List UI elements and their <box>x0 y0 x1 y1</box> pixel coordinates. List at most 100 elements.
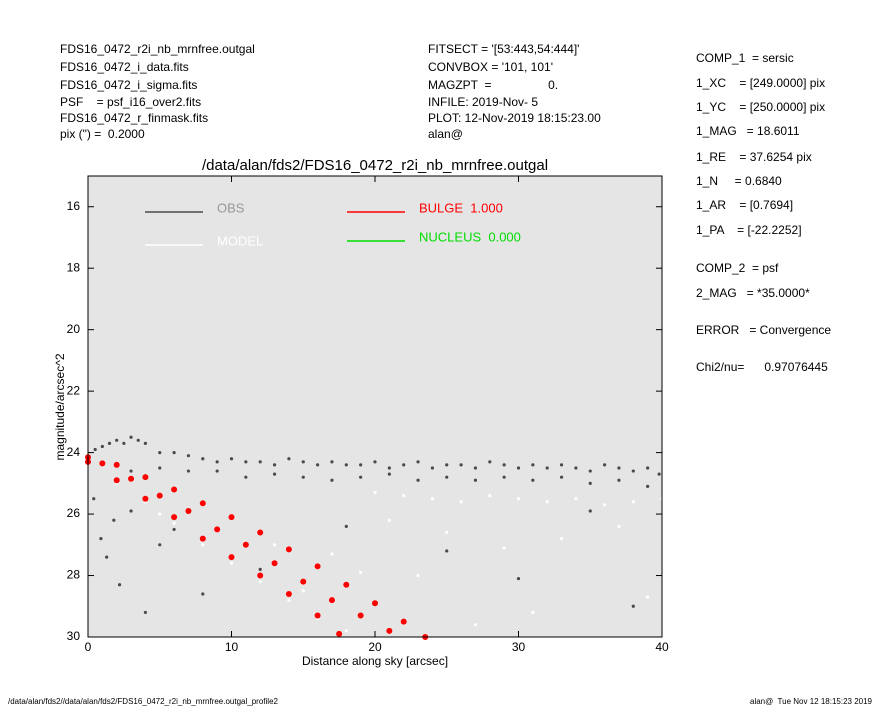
point <box>516 577 521 581</box>
y-tick-label: 22 <box>67 383 81 397</box>
point <box>285 590 292 597</box>
point <box>588 509 592 513</box>
point <box>215 460 219 464</box>
point <box>328 597 335 604</box>
point <box>445 463 449 467</box>
point <box>588 481 592 485</box>
point <box>228 514 235 521</box>
point <box>617 478 621 482</box>
fit-parameter: COMP_2 = psf <box>696 261 779 275</box>
point <box>445 475 449 479</box>
header-left-line: FDS16_0472_i_sigma.fits <box>60 78 198 92</box>
footer-left: /data/alan/fds2//data/alan/fds2/FDS16_04… <box>8 697 278 706</box>
point <box>272 472 277 476</box>
point <box>402 494 406 498</box>
point <box>314 612 321 619</box>
point <box>158 466 162 470</box>
chart-title: /data/alan/fds2/FDS16_0472_r2i_nb_mrnfre… <box>202 157 548 174</box>
header-middle-line: CONVBOX = '101, 101' <box>428 60 553 74</box>
point <box>531 610 535 615</box>
point <box>229 561 234 565</box>
point <box>502 475 506 479</box>
legend-label: OBS <box>217 200 245 215</box>
point <box>129 509 133 513</box>
x-tick-label: 40 <box>655 640 669 654</box>
point <box>430 497 434 501</box>
plot-area <box>88 176 662 637</box>
point <box>142 495 149 502</box>
header-left-line: FDS16_0472_r2i_nb_mrnfree.outgal <box>60 42 255 56</box>
point <box>156 492 163 499</box>
point <box>430 466 434 470</box>
y-tick-label: 28 <box>67 568 81 582</box>
point <box>646 466 650 470</box>
point <box>488 460 492 464</box>
point <box>117 583 122 587</box>
point <box>559 475 564 479</box>
point <box>343 581 350 588</box>
point <box>229 457 234 461</box>
point <box>128 475 135 482</box>
point <box>99 460 106 467</box>
point <box>142 474 149 481</box>
point <box>215 469 219 473</box>
point <box>185 507 192 514</box>
fit-parameter: Chi2/nu= 0.97076445 <box>696 360 828 374</box>
fit-parameter: 1_AR = [0.7694] <box>696 198 794 212</box>
point <box>657 472 661 476</box>
point <box>93 447 97 452</box>
point <box>112 518 116 522</box>
point <box>257 529 264 536</box>
point <box>272 543 277 547</box>
point <box>122 441 126 445</box>
point <box>228 554 235 561</box>
point <box>171 486 178 493</box>
point <box>105 555 109 559</box>
point <box>301 460 305 464</box>
point <box>301 475 305 479</box>
fit-parameter: 1_YC = [250.0000] pix <box>696 100 826 114</box>
point <box>344 629 348 633</box>
fit-parameter: 1_N = 0.6840 <box>696 174 782 188</box>
point <box>603 503 607 507</box>
point <box>574 497 578 501</box>
point <box>287 598 291 602</box>
point <box>357 612 364 619</box>
point <box>373 460 377 464</box>
point <box>445 530 449 535</box>
point <box>359 570 363 575</box>
y-tick-label: 26 <box>67 506 81 520</box>
legend-label: NUCLEUS 0.000 <box>419 229 521 244</box>
point <box>559 463 564 467</box>
point <box>400 618 407 625</box>
y-tick-label: 20 <box>67 322 81 336</box>
point <box>186 454 191 458</box>
header-middle-line: FITSECT = '[53:443,54:444]' <box>428 42 580 56</box>
y-tick-label: 18 <box>67 260 81 274</box>
point <box>545 500 549 504</box>
point <box>258 460 262 464</box>
point <box>344 524 348 528</box>
point <box>545 466 549 470</box>
point <box>402 463 406 467</box>
point <box>445 549 449 553</box>
point <box>285 546 292 553</box>
x-tick-label: 0 <box>85 640 92 654</box>
legend-label: BULGE 1.000 <box>419 200 503 215</box>
point <box>242 541 249 548</box>
point <box>646 484 650 489</box>
point <box>473 623 478 627</box>
point <box>214 526 221 533</box>
point <box>631 500 635 504</box>
point <box>344 463 348 467</box>
point <box>301 589 305 593</box>
header-left-line: PSF = psf_i16_over2.fits <box>60 95 202 109</box>
point <box>172 527 176 532</box>
point <box>92 497 96 501</box>
footer-right: alan@ Tue Nov 12 18:15:23 2019 <box>750 697 872 706</box>
fit-parameter: ERROR = Convergence <box>696 323 832 337</box>
point <box>143 610 147 615</box>
x-tick-label: 10 <box>225 640 239 654</box>
point <box>201 592 205 596</box>
